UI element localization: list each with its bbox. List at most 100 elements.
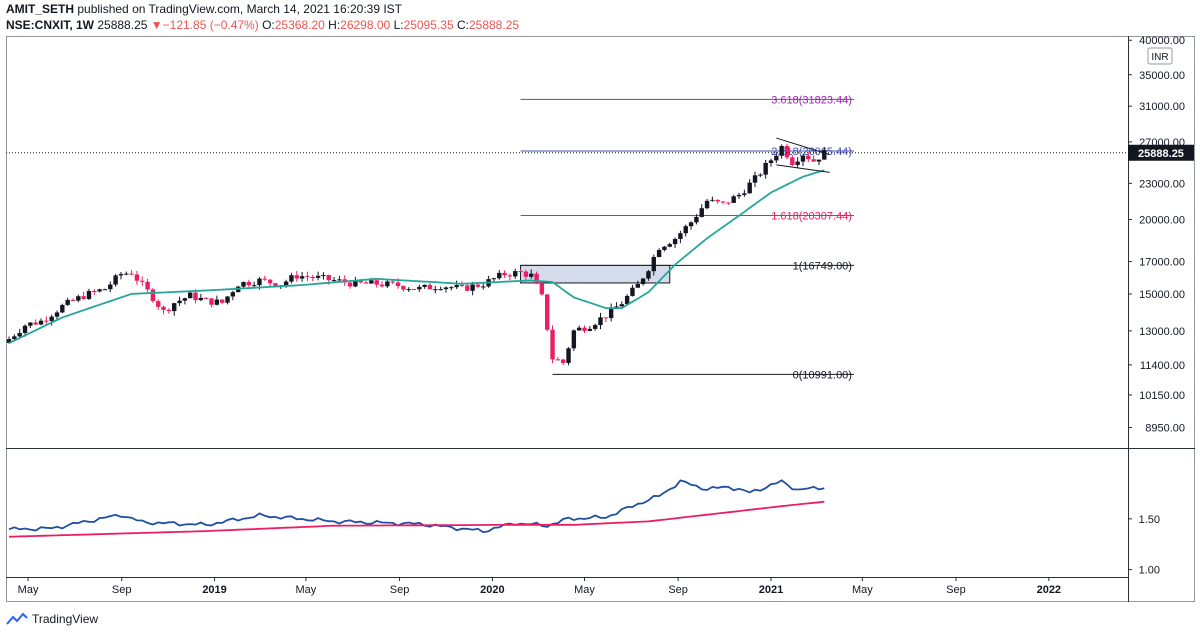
candle-body — [129, 273, 134, 275]
candle-body — [108, 284, 113, 290]
candle-body — [12, 336, 17, 340]
candle-body — [800, 155, 806, 162]
candle-body — [241, 281, 246, 287]
candle-body — [113, 275, 118, 285]
candle-body — [502, 272, 507, 276]
candle-body — [337, 279, 342, 281]
time-tick-label: 2021 — [759, 584, 783, 596]
candle-body — [161, 306, 166, 310]
candle-body — [513, 271, 518, 277]
candle-body — [193, 292, 198, 301]
candle-body — [422, 284, 427, 287]
candle-body — [683, 226, 688, 234]
candle-body — [470, 284, 475, 291]
candle-body — [97, 289, 102, 292]
candle-body — [49, 316, 54, 321]
candle-body — [214, 299, 220, 305]
candle-body — [443, 287, 449, 290]
candle-body — [379, 284, 385, 287]
author-name[interactable]: AMIT_SETH — [6, 2, 75, 16]
fibonacci-extension[interactable] — [520, 98, 854, 375]
currency-badge[interactable]: INR — [1147, 47, 1173, 65]
candle-body — [417, 286, 422, 290]
time-tick-label: Sep — [946, 584, 966, 596]
candle-body — [44, 320, 49, 322]
candle-body — [299, 276, 305, 279]
candle-body — [188, 292, 193, 299]
price-y-axis: 40000.0035000.0031000.0027000.0023000.00… — [1128, 35, 1185, 434]
fib-level-label: 2.618(26065.44) — [771, 146, 852, 158]
candle-body — [822, 149, 827, 160]
time-tick-label: 2020 — [480, 584, 504, 596]
candle-body — [539, 283, 545, 295]
open-value: 25368.20 — [274, 18, 325, 32]
candle-body — [305, 276, 310, 278]
candle-body — [758, 174, 763, 176]
candle-body — [172, 303, 177, 312]
candle-body — [230, 292, 236, 297]
candle-body — [17, 332, 22, 337]
candle-body — [294, 275, 299, 279]
candle-body — [438, 289, 443, 291]
price-tick-label: 35000.00 — [1139, 70, 1185, 82]
candle-body — [699, 208, 704, 217]
candle-body — [497, 272, 502, 279]
time-tick-label: May — [18, 584, 39, 596]
candle-body — [545, 294, 550, 330]
candle-body — [624, 295, 630, 305]
tradingview-footer[interactable]: TradingView — [6, 612, 98, 626]
time-tick-label: May — [852, 584, 873, 596]
time-tick-label: May — [574, 584, 595, 596]
candle-body — [720, 201, 726, 203]
candle-body — [411, 289, 417, 291]
time-tick-label: 2022 — [1037, 584, 1061, 596]
candle-body — [587, 328, 593, 331]
last-price-text: 25888.25 — [1138, 148, 1184, 160]
fib-level-label: 1(16749.00) — [793, 260, 852, 272]
candle-body — [731, 196, 736, 203]
candle-body — [694, 216, 699, 223]
candle-body — [406, 289, 411, 291]
triangle-lower-trendline[interactable] — [776, 164, 830, 173]
candle-body — [315, 275, 321, 278]
close-label: C: — [456, 18, 469, 32]
candle-body — [273, 283, 278, 287]
candle-body — [433, 289, 438, 291]
candle-body — [353, 279, 358, 287]
candle-body — [134, 274, 140, 281]
candle-body — [811, 159, 816, 162]
candle-body — [779, 146, 784, 156]
candle-body — [150, 289, 156, 302]
candle-body — [369, 280, 374, 284]
candle-body — [523, 271, 529, 277]
symbol-legend: NSE:CNXIT, 1W 25888.25 ▼−121.85 (−0.47%)… — [6, 18, 519, 32]
candle-body — [566, 348, 571, 363]
candle-body — [54, 312, 60, 317]
price-tick-label: 40000.00 — [1139, 35, 1185, 47]
publish-info: AMIT_SETH published on TradingView.com, … — [6, 2, 402, 16]
symbol-name[interactable]: NSE:CNXIT, 1W — [6, 18, 95, 32]
high-value: 26298.00 — [340, 18, 391, 32]
close-value: 25888.25 — [468, 18, 520, 32]
candle-body — [582, 327, 587, 331]
candle-body — [529, 273, 534, 277]
candle-body — [401, 286, 406, 290]
candle-body — [310, 277, 315, 279]
down-arrow-icon: ▼ — [150, 18, 163, 32]
moving-average-line — [8, 169, 825, 345]
change-value: −121.85 (−0.47%) — [162, 18, 259, 32]
candle-body — [6, 339, 12, 343]
candle-body — [592, 325, 598, 329]
triangle-upper-trendline[interactable] — [776, 137, 830, 156]
candle-body — [124, 273, 129, 275]
time-tick-label: Sep — [112, 584, 132, 596]
candle-body — [145, 281, 150, 290]
candle-body — [678, 233, 683, 239]
price-tick-label: 8950.00 — [1145, 422, 1185, 434]
candle-body — [60, 304, 65, 313]
high-label: H: — [328, 18, 341, 32]
candle-body — [262, 278, 268, 280]
candle-body — [795, 161, 800, 165]
candle-body — [70, 299, 76, 301]
